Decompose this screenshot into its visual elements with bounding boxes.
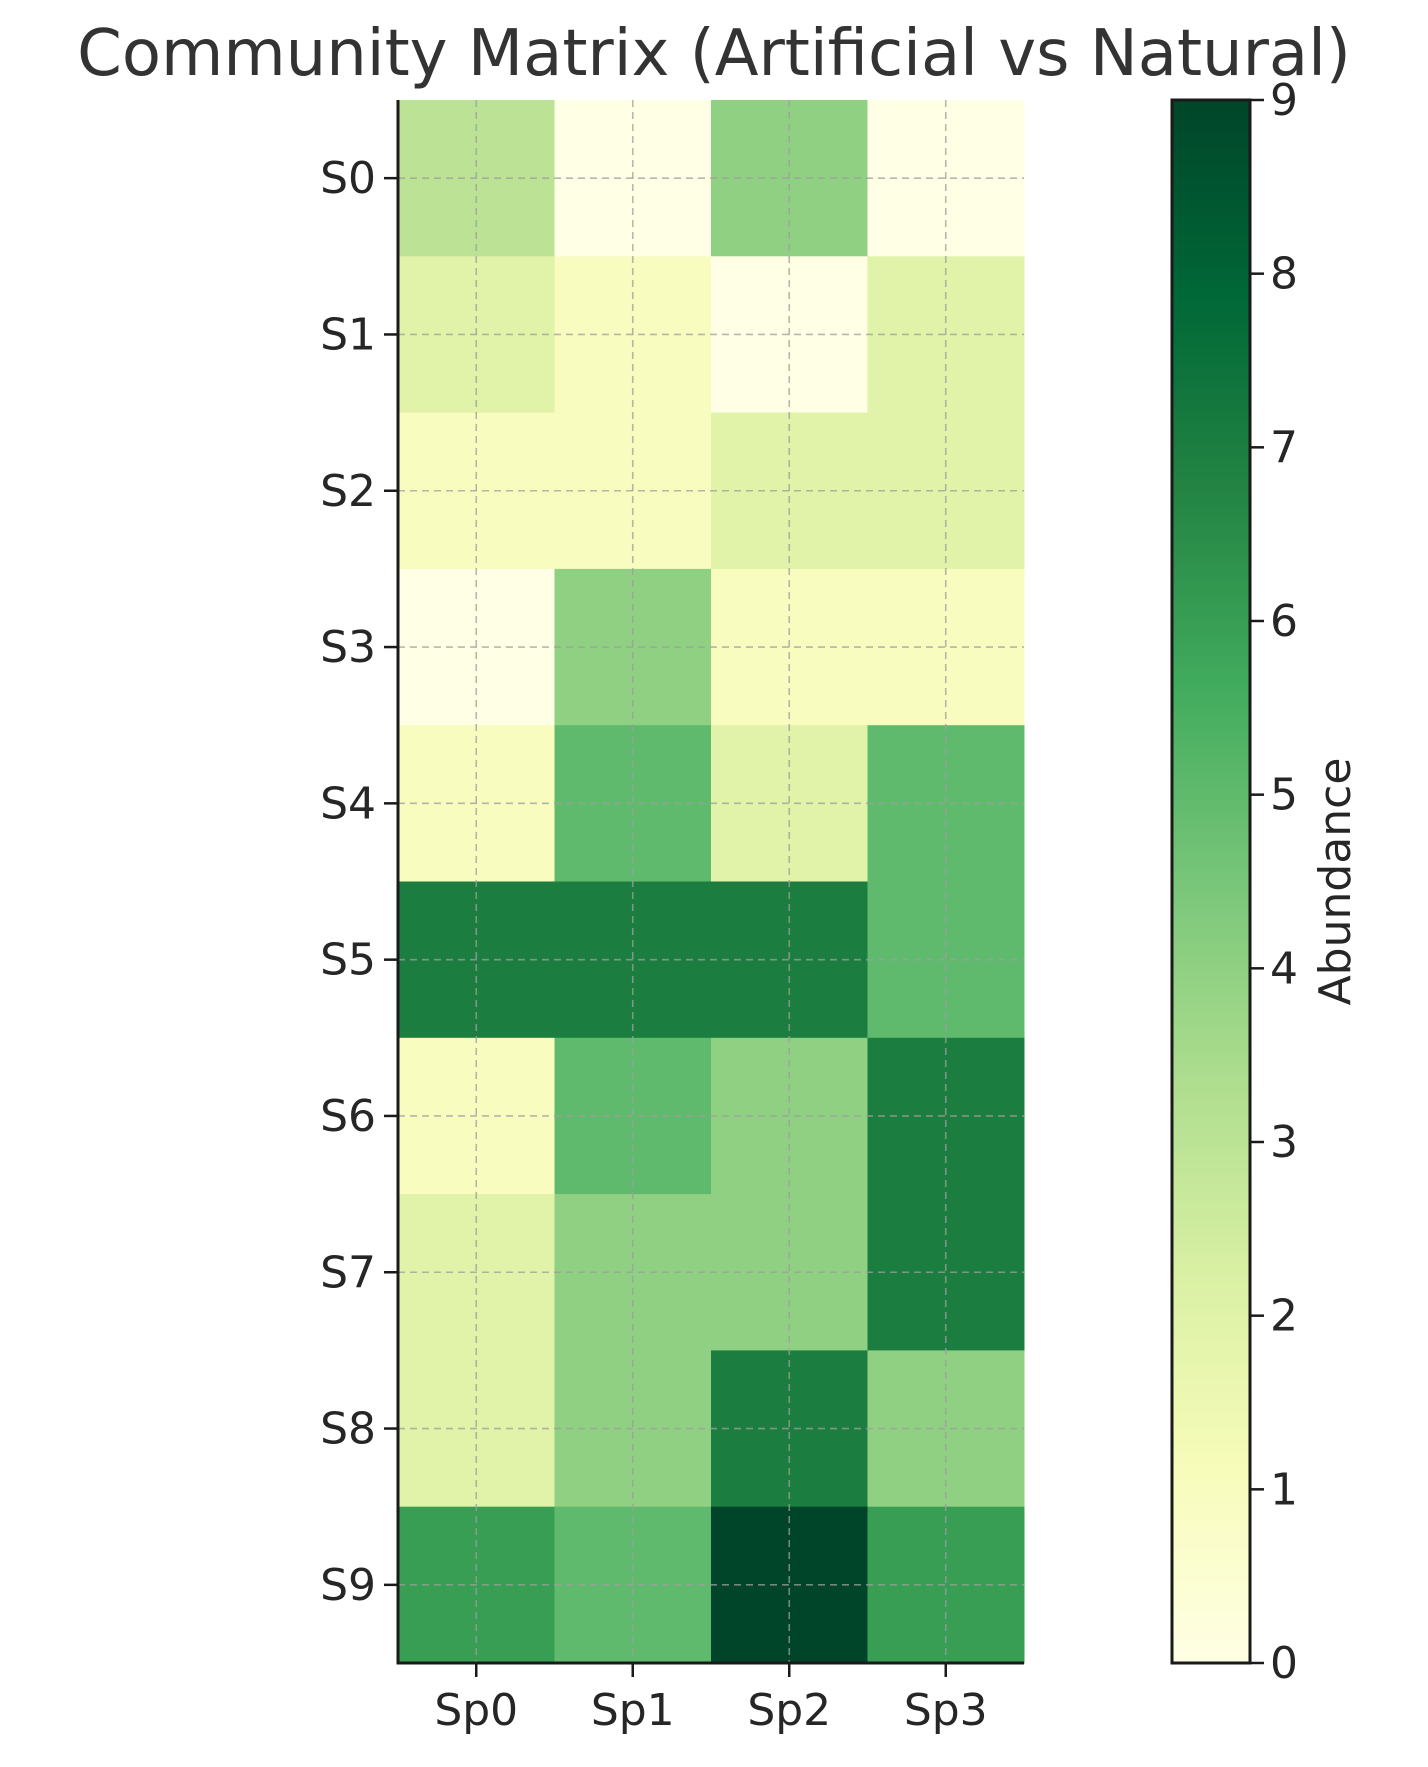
x-tick-label: Sp2 [747,1685,831,1736]
colorbar-tick-label: 5 [1270,770,1298,821]
colorbar-gradient [1170,98,1252,1665]
colorbar-label: Abundance [1310,758,1361,1006]
colorbar-tick-label: 4 [1270,943,1298,994]
y-tick-label: S1 [320,309,376,360]
y-tick-label: S7 [320,1247,376,1298]
colorbar-tick-label: 9 [1270,75,1298,126]
axes: S0 S1 S2 S3 S4 S5 S6 S7 S8 S9 Sp0 Sp1 Sp2 Sp3 [320,100,1024,1736]
y-tick-label: S8 [320,1404,376,1455]
chart-title: Community Matrix (Artificial vs Natural) [77,17,1351,91]
colorbar-tick-label: 7 [1270,422,1298,473]
grid-lines [398,100,1024,1663]
x-tick-label: Sp3 [904,1685,988,1736]
y-tick-label: S6 [320,1091,376,1142]
colorbar-tick-label: 2 [1270,1291,1298,1342]
colorbar-tick-label: 1 [1270,1464,1298,1515]
x-tick-label: Sp1 [591,1685,675,1736]
colorbar-tick-label: 0 [1270,1638,1298,1689]
colorbar: 0 1 2 3 4 5 6 7 8 9 Abundance [1170,75,1361,1689]
colorbar-tick-label: 8 [1270,249,1298,300]
y-tick-label: S9 [320,1560,376,1611]
y-tick-label: S3 [320,622,376,673]
y-tick-label: S5 [320,935,376,986]
x-tick-label: Sp0 [434,1685,518,1736]
colorbar-tick-label: 6 [1270,596,1298,647]
y-tick-label: S0 [320,153,376,204]
colorbar-tick-label: 3 [1270,1117,1298,1168]
y-tick-label: S2 [320,466,376,517]
y-tick-label: S4 [320,778,376,829]
